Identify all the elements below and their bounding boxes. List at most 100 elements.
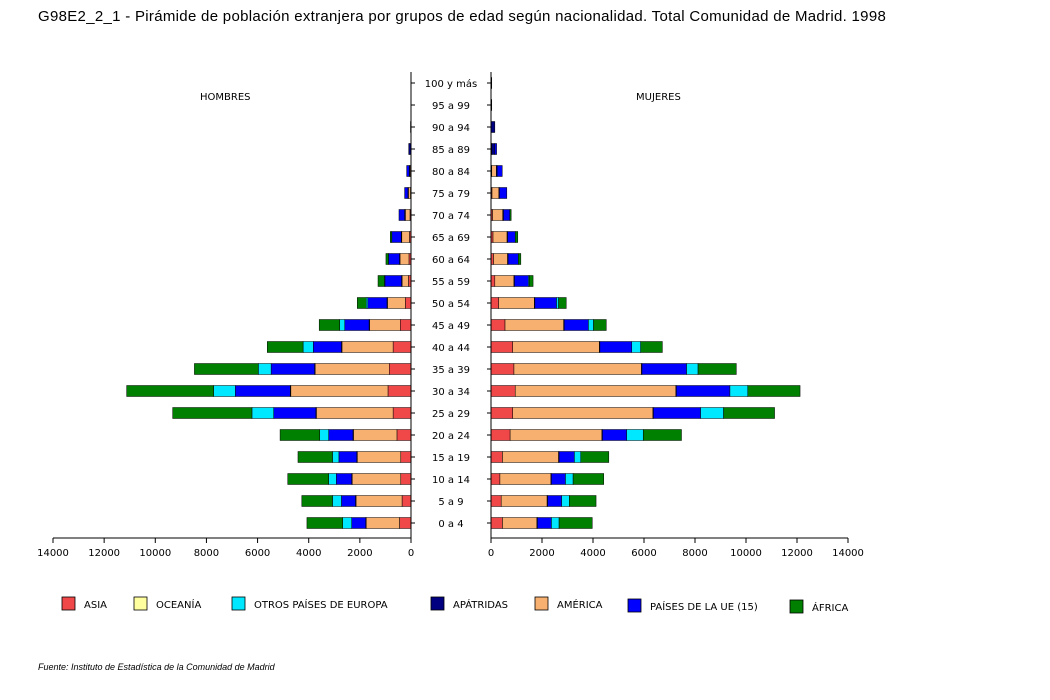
legend-swatch-africa	[789, 599, 804, 614]
left-x-tick-label: 8000	[194, 548, 219, 559]
bar-hombres-5-a-9-paises-de-la-ue-15	[341, 495, 356, 507]
bar-mujeres-80-a-84-america	[491, 165, 497, 177]
legend-swatch-apatridas	[430, 596, 445, 611]
bar-hombres-50-a-54-paises-de-la-ue-15	[367, 297, 388, 309]
bar-mujeres-65-a-69-africa	[514, 231, 519, 243]
bar-hombres-75-a-79-america	[408, 187, 411, 199]
age-label-60-a-64: 60 a 64	[432, 255, 470, 266]
bar-mujeres-25-a-29-paises-de-la-ue-15	[653, 407, 701, 419]
bar-mujeres-75-a-79-america	[491, 187, 500, 199]
age-label-95-a-99: 95 a 99	[432, 101, 470, 112]
chart-title: G98E2_2_1 - Pirámide de población extran…	[38, 8, 887, 25]
bar-mujeres-75-a-79-paises-de-la-ue-15	[499, 187, 508, 199]
bar-mujeres-20-a-24-otros-paises-de-europa	[626, 429, 644, 441]
bar-hombres-85-a-89-paises-de-la-ue-15	[408, 143, 410, 155]
bar-hombres-15-a-19-africa	[297, 451, 333, 463]
bar-hombres-55-a-59-america	[401, 275, 409, 287]
bar-hombres-20-a-24-otros-paises-de-europa	[319, 429, 329, 441]
bar-mujeres-45-a-49-otros-paises-de-europa	[588, 319, 594, 331]
bar-mujeres-40-a-44-otros-paises-de-europa	[631, 341, 641, 353]
age-label-15-a-19: 15 a 19	[432, 453, 470, 464]
bar-mujeres-65-a-69-america	[492, 231, 508, 243]
bar-hombres-60-a-64-america	[399, 253, 410, 265]
bar-mujeres-0-a-4-africa	[558, 517, 593, 529]
bar-mujeres-40-a-44-africa	[640, 341, 663, 353]
age-label-0-a-4: 0 a 4	[438, 519, 463, 530]
bar-hombres-35-a-39-otros-paises-de-europa	[258, 363, 272, 375]
bar-hombres-40-a-44-africa	[267, 341, 304, 353]
legend-label-paises-de-la-ue-15: PAÍSES DE LA UE (15)	[650, 600, 758, 613]
bar-hombres-15-a-19-america	[357, 451, 402, 463]
age-label-45-a-49: 45 a 49	[432, 321, 470, 332]
bar-mujeres-20-a-24-asia	[490, 429, 511, 441]
bar-mujeres-50-a-54-paises-de-la-ue-15	[534, 297, 557, 309]
left-x-tick-label: 14000	[37, 548, 69, 559]
legend-swatch-oceania	[133, 596, 148, 611]
age-label-55-a-59: 55 a 59	[432, 277, 470, 288]
bar-hombres-40-a-44-otros-paises-de-europa	[302, 341, 314, 353]
age-label-40-a-44: 40 a 44	[432, 343, 470, 354]
legend-item-africa: ÁFRICA	[789, 599, 848, 614]
bar-hombres-25-a-29-africa	[172, 407, 253, 419]
bar-hombres-35-a-39-america	[314, 363, 390, 375]
panel-label-mujeres: MUJERES	[636, 92, 681, 103]
bar-hombres-75-a-79-paises-de-la-ue-15	[404, 187, 409, 199]
bar-mujeres-45-a-49-america	[504, 319, 564, 331]
bar-mujeres-55-a-59-africa	[529, 275, 534, 287]
bar-hombres-30-a-34-asia	[387, 385, 412, 397]
bar-mujeres-35-a-39-america	[513, 363, 642, 375]
legend-item-america: AMÉRICA	[534, 596, 603, 611]
bar-hombres-30-a-34-america	[290, 385, 389, 397]
bar-mujeres-35-a-39-africa	[697, 363, 737, 375]
bar-hombres-80-a-84-paises-de-la-ue-15	[406, 165, 410, 177]
bar-hombres-55-a-59-africa	[377, 275, 385, 287]
bar-hombres-45-a-49-asia	[400, 319, 412, 331]
legend-item-otros-paises-de-europa: OTROS PAÍSES DE EUROPA	[231, 596, 388, 611]
bar-mujeres-25-a-29-africa	[723, 407, 775, 419]
bar-mujeres-90-a-94-apatridas	[490, 121, 496, 133]
source-note: Fuente: Instituto de Estadística de la C…	[38, 662, 275, 672]
bar-hombres-50-a-54-asia	[405, 297, 412, 309]
bar-hombres-20-a-24-america	[353, 429, 398, 441]
bar-mujeres-40-a-44-paises-de-la-ue-15	[599, 341, 633, 353]
bar-mujeres-30-a-34-asia	[490, 385, 516, 397]
bar-hombres-20-a-24-asia	[396, 429, 412, 441]
bar-mujeres-60-a-64-africa	[518, 253, 522, 265]
bar-mujeres-15-a-19-asia	[490, 451, 503, 463]
bar-mujeres-45-a-49-asia	[490, 319, 506, 331]
bar-mujeres-25-a-29-otros-paises-de-europa	[700, 407, 724, 419]
age-label-75-a-79: 75 a 79	[432, 189, 470, 200]
bar-hombres-0-a-4-africa	[306, 517, 343, 529]
bar-hombres-10-a-14-asia	[400, 473, 412, 485]
left-x-tick-label: 4000	[296, 548, 321, 559]
bar-hombres-30-a-34-africa	[126, 385, 214, 397]
bar-hombres-45-a-49-paises-de-la-ue-15	[344, 319, 370, 331]
bar-hombres-40-a-44-asia	[392, 341, 412, 353]
bar-mujeres-60-a-64-america	[493, 253, 508, 265]
bar-mujeres-45-a-49-africa	[593, 319, 607, 331]
bar-mujeres-15-a-19-america	[502, 451, 559, 463]
bar-mujeres-85-a-89-paises-de-la-ue-15	[494, 143, 497, 155]
age-label-50-a-54: 50 a 54	[432, 299, 470, 310]
bar-hombres-15-a-19-paises-de-la-ue-15	[338, 451, 358, 463]
bar-hombres-0-a-4-america	[366, 517, 400, 529]
age-label-30-a-34: 30 a 34	[432, 387, 470, 398]
age-label-35-a-39: 35 a 39	[432, 365, 470, 376]
legend-label-otros-paises-de-europa: OTROS PAÍSES DE EUROPA	[254, 598, 388, 611]
bar-hombres-0-a-4-otros-paises-de-europa	[342, 517, 352, 529]
bar-mujeres-25-a-29-america	[512, 407, 654, 419]
bar-hombres-55-a-59-paises-de-la-ue-15	[384, 275, 402, 287]
bar-hombres-25-a-29-otros-paises-de-europa	[251, 407, 274, 419]
right-x-tick-label: 0	[488, 548, 494, 559]
bar-hombres-5-a-9-otros-paises-de-europa	[332, 495, 342, 507]
bar-hombres-60-a-64-africa	[385, 253, 389, 265]
age-label-70-a-74: 70 a 74	[432, 211, 470, 222]
bar-mujeres-30-a-34-africa	[747, 385, 801, 397]
bar-hombres-35-a-39-paises-de-la-ue-15	[270, 363, 315, 375]
left-x-tick-label: 12000	[88, 548, 120, 559]
bar-mujeres-35-a-39-paises-de-la-ue-15	[641, 363, 687, 375]
legend-label-america: AMÉRICA	[557, 598, 603, 611]
bar-mujeres-40-a-44-asia	[490, 341, 513, 353]
bar-mujeres-0-a-4-paises-de-la-ue-15	[537, 517, 552, 529]
age-label-20-a-24: 20 a 24	[432, 431, 470, 442]
